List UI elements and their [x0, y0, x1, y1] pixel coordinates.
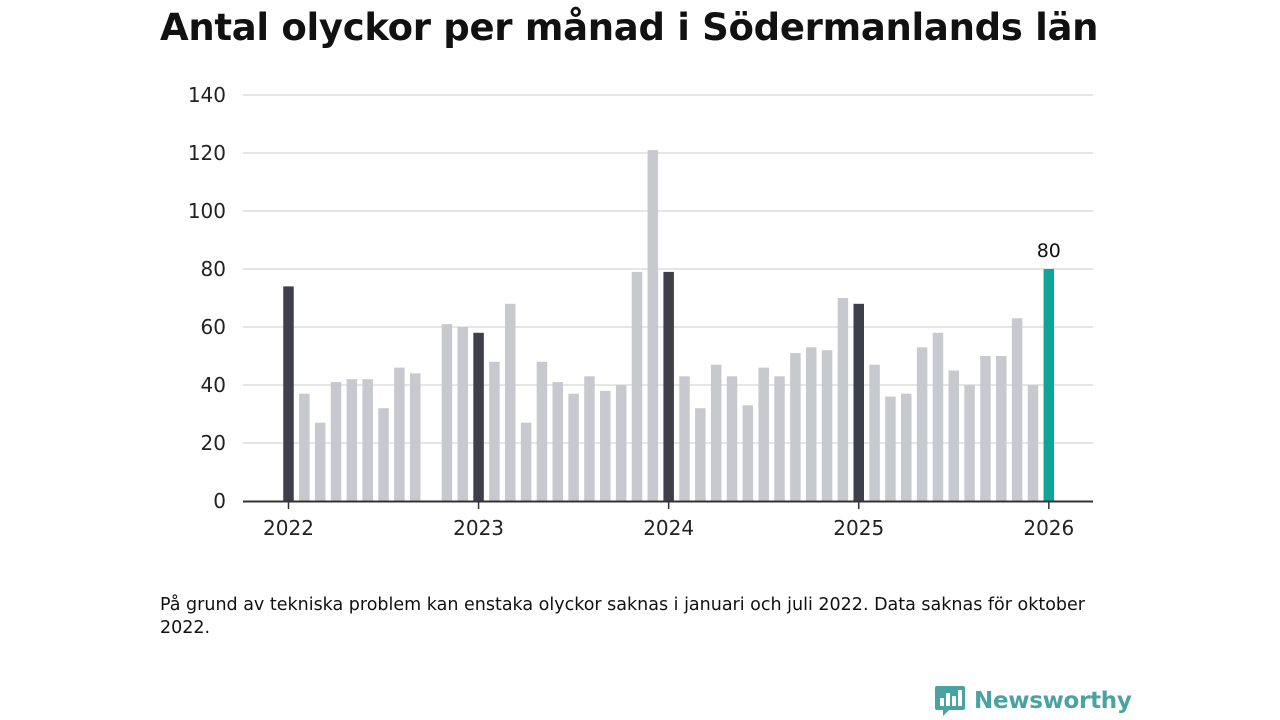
bar [568, 393, 579, 501]
bar [489, 361, 500, 501]
y-tick-label: 40 [201, 373, 226, 397]
bar [853, 303, 864, 501]
bar [457, 327, 468, 501]
bar [441, 324, 453, 501]
x-tick-label: 2023 [453, 516, 504, 540]
newsworthy-logo[interactable]: Newsworthy [934, 684, 1132, 718]
x-tick-label: 2024 [643, 516, 694, 540]
bar [1043, 269, 1055, 501]
bar [932, 332, 944, 501]
bar [758, 367, 769, 501]
bar [409, 373, 421, 501]
bar [742, 405, 754, 501]
bar [330, 382, 342, 501]
bar [964, 385, 975, 501]
bar [520, 422, 532, 501]
x-tick-label: 2026 [1023, 516, 1074, 540]
bar [552, 382, 564, 501]
bar [283, 286, 294, 501]
bar [505, 303, 516, 501]
bar-chart-speech-bubble-icon [935, 686, 965, 716]
bar [615, 385, 627, 501]
y-tick-label: 100 [188, 199, 226, 223]
bar [710, 364, 722, 501]
x-tick-label: 2025 [833, 516, 884, 540]
bar [362, 379, 373, 501]
bar [726, 376, 738, 501]
bar [1011, 318, 1023, 501]
bar [916, 347, 928, 501]
bar [473, 332, 484, 501]
y-tick-label: 140 [188, 83, 226, 107]
bar [869, 364, 880, 501]
bar [790, 353, 801, 501]
y-tick-label: 60 [201, 315, 226, 339]
bar [821, 350, 833, 501]
bar [600, 390, 611, 501]
y-tick-label: 0 [213, 489, 226, 513]
y-tick-label: 120 [188, 141, 226, 165]
x-tick-label: 2022 [263, 516, 314, 540]
bar [996, 356, 1007, 501]
bar [980, 356, 991, 501]
y-tick-label: 80 [201, 257, 226, 281]
bar [631, 271, 643, 501]
bar [378, 408, 389, 501]
bar [948, 370, 960, 501]
bar [837, 298, 849, 501]
y-tick-label: 20 [201, 431, 226, 455]
bar [536, 361, 548, 501]
bar [774, 376, 785, 501]
bar [679, 376, 690, 501]
chart-title: Antal olyckor per månad i Södermanlands … [160, 6, 1099, 49]
brand-name: Newsworthy [974, 688, 1132, 714]
bar [314, 422, 326, 501]
bar [647, 150, 659, 501]
bar [695, 408, 706, 501]
bar [1027, 385, 1039, 501]
bar [299, 393, 310, 501]
bar [584, 376, 595, 501]
bar [663, 271, 674, 501]
bar [394, 367, 405, 501]
chart-footnote: På grund av tekniska problem kan enstaka… [160, 595, 1085, 638]
data-label: 80 [1037, 240, 1061, 262]
bar [346, 379, 358, 501]
bar [901, 393, 912, 501]
bar [885, 396, 896, 501]
bar [805, 347, 817, 501]
